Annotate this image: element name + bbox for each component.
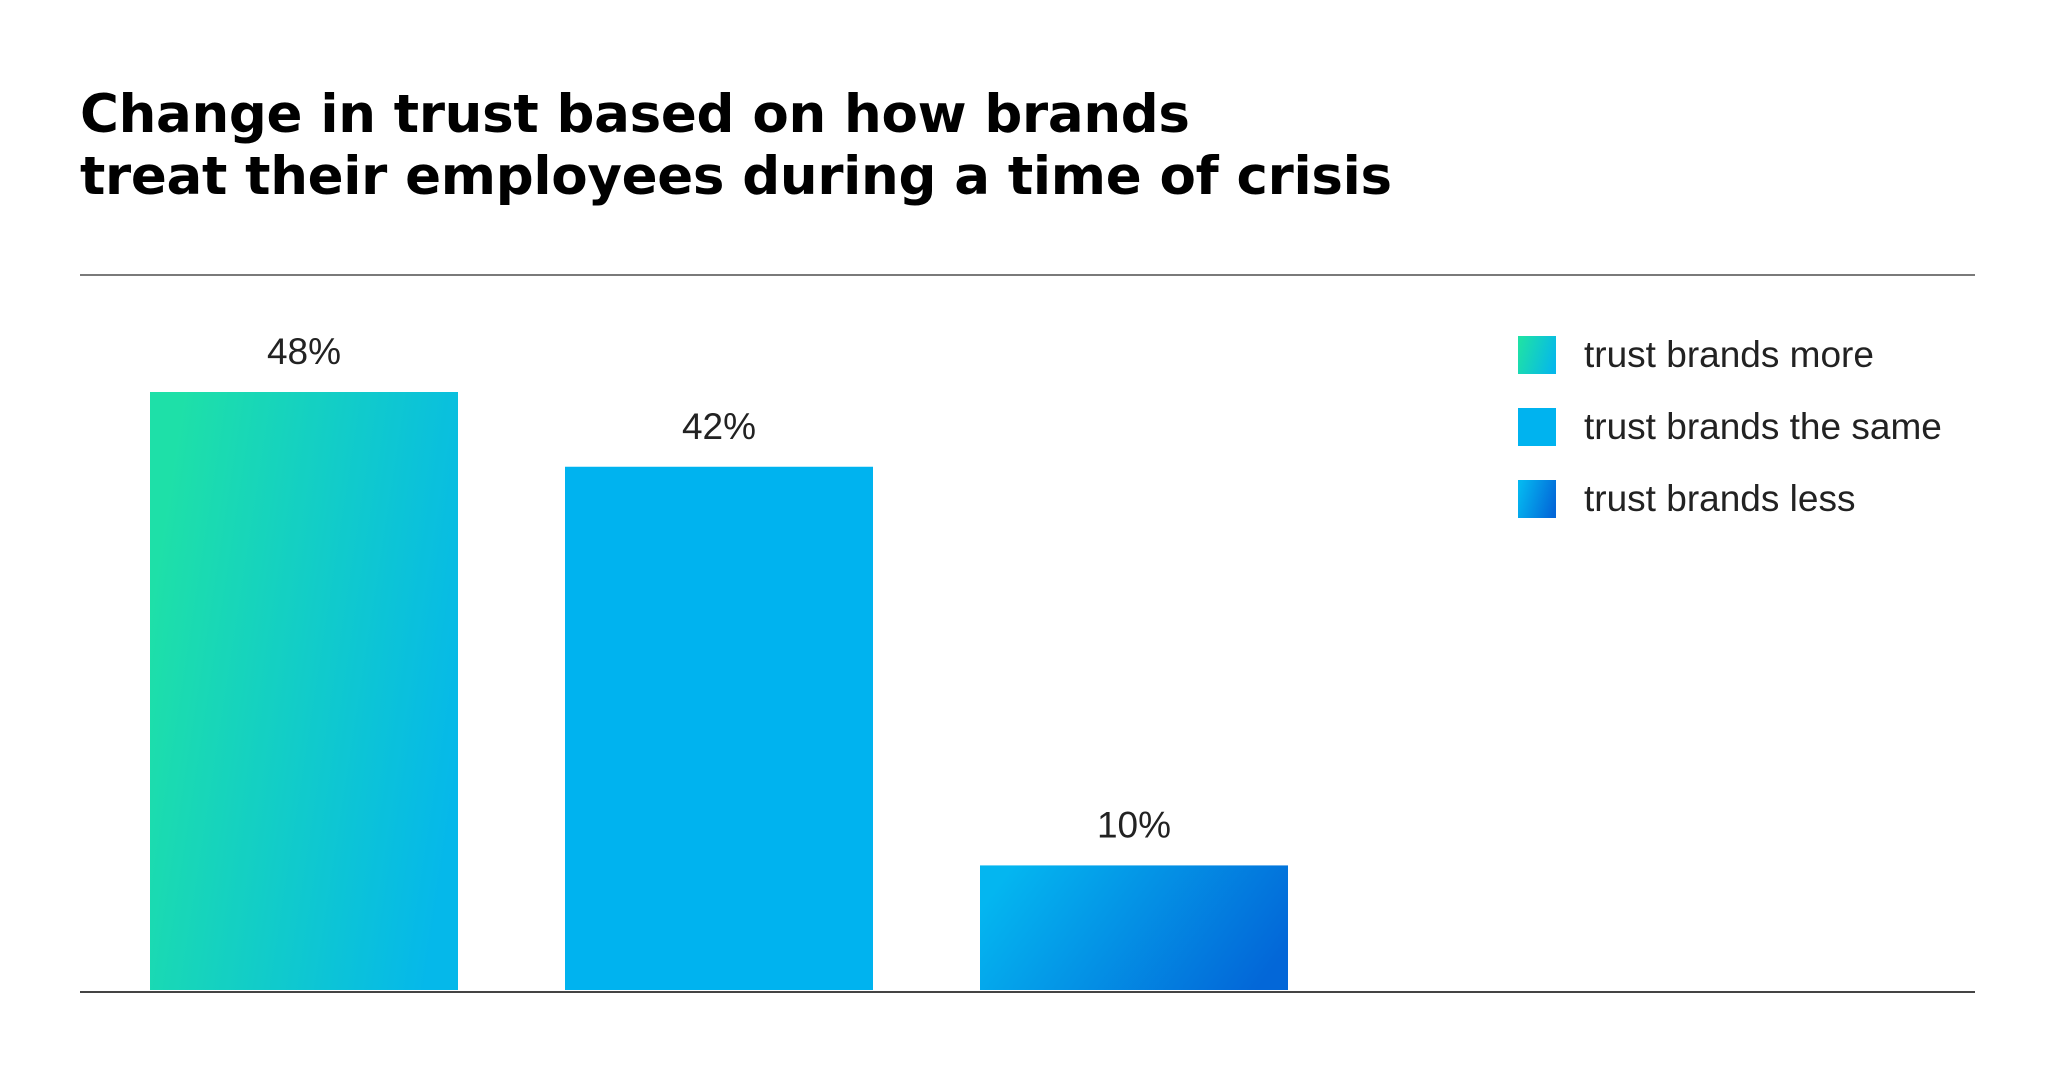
bar-value-label-3: 10%: [1097, 804, 1171, 845]
legend-item-3: trust brands less: [1518, 478, 1855, 519]
legend-label-3: trust brands less: [1584, 478, 1855, 519]
legend-swatch-1: [1518, 336, 1556, 374]
bar-value-label-1: 48%: [267, 331, 341, 372]
chart-title-line-1: Change in trust based on how brands: [80, 84, 1190, 145]
legend-label-1: trust brands more: [1584, 334, 1874, 375]
bar-1: [150, 392, 458, 990]
bar-value-label-2: 42%: [682, 406, 756, 447]
bar-2: [565, 466, 873, 990]
chart-title: Change in trust based on how brands trea…: [80, 84, 1392, 208]
legend-swatch-3: [1518, 480, 1556, 518]
legend-item-2: trust brands the same: [1518, 406, 1942, 447]
legend-item-1: trust brands more: [1518, 334, 1874, 375]
chart-title-line-2: treat their employees during a time of c…: [80, 146, 1392, 207]
value-labels-layer: 48% 42% 10%: [267, 331, 1171, 845]
legend: trust brands more trust brands the same tr…: [1518, 334, 1942, 519]
legend-label-2: trust brands the same: [1584, 406, 1942, 447]
legend-swatch-2: [1518, 408, 1556, 446]
bars-layer: [150, 392, 1288, 990]
bar-3: [980, 865, 1288, 990]
